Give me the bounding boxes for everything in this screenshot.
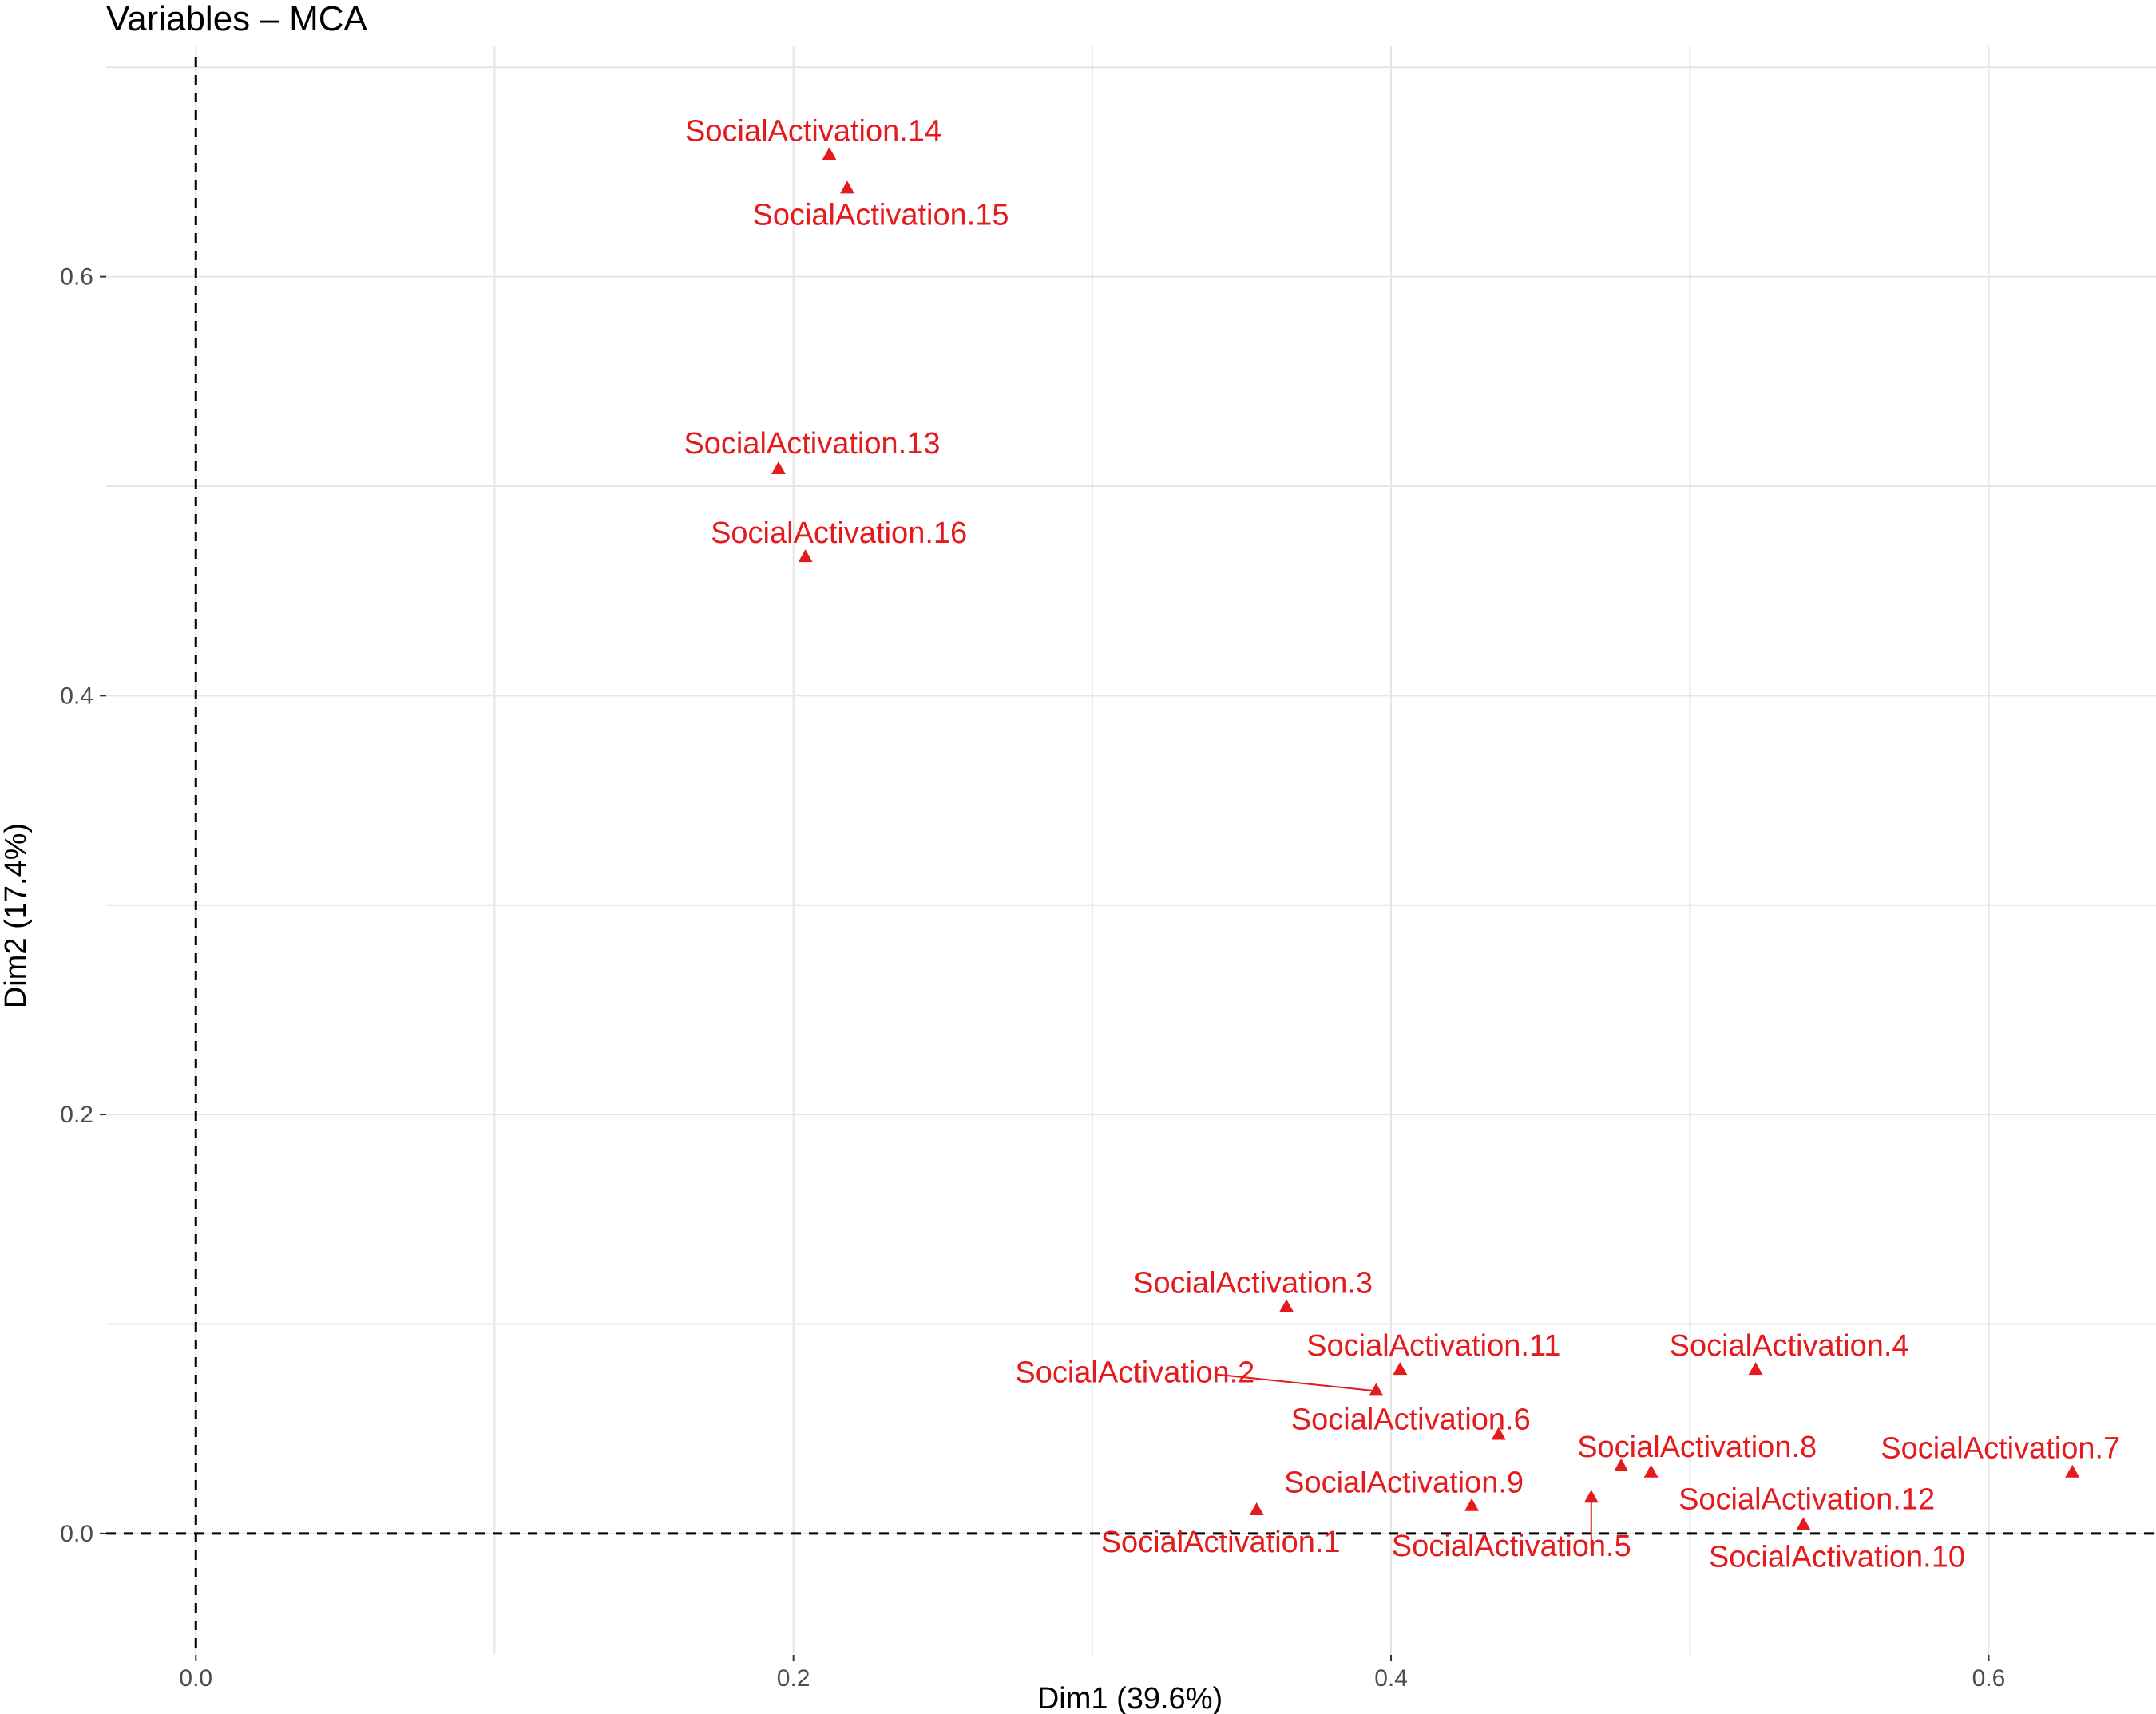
y-tick-label: 0.0 (60, 1521, 93, 1547)
point-label: SocialActivation.10 (1709, 1540, 1965, 1573)
data-point-marker (1643, 1464, 1659, 1478)
point-label: SocialActivation.1 (1101, 1526, 1341, 1559)
chart-title: Variables – MCA (106, 0, 368, 38)
point-label: SocialActivation.16 (711, 517, 967, 550)
data-point-marker (1748, 1362, 1763, 1376)
y-tick-label: 0.6 (60, 264, 93, 291)
point-label: SocialActivation.11 (1306, 1329, 1560, 1363)
data-point-marker (1279, 1299, 1294, 1312)
x-axis-title: Dim1 (39.6%) (1037, 1682, 1223, 1714)
y-tick-label: 0.4 (60, 683, 93, 709)
data-point-marker (840, 180, 855, 194)
point-label: SocialActivation.9 (1284, 1467, 1524, 1500)
point-label: SocialActivation.8 (1577, 1431, 1817, 1464)
x-tick-label: 0.2 (777, 1665, 810, 1692)
data-point-marker (1796, 1517, 1811, 1530)
point-label: SocialActivation.15 (752, 198, 1009, 232)
point-label: SocialActivation.6 (1291, 1403, 1531, 1437)
data-point-marker (822, 147, 837, 160)
label-leader-line (1215, 1373, 1377, 1392)
point-label: SocialActivation.2 (1015, 1356, 1254, 1389)
data-point-marker (2065, 1464, 2080, 1478)
point-label: SocialActivation.5 (1392, 1530, 1631, 1563)
data-point-marker (1369, 1383, 1384, 1396)
data-point-marker (1464, 1498, 1480, 1511)
data-point-marker (1614, 1458, 1629, 1471)
x-tick-label: 0.0 (179, 1665, 212, 1692)
data-point-marker (1393, 1362, 1408, 1376)
x-tick-label: 0.4 (1374, 1665, 1408, 1692)
axis-ticks: 0.0 0.2 0.4 0.6 0.0 0.2 0.4 0.6 (60, 264, 2005, 1692)
y-axis-title: Dim2 (17.4%) (0, 823, 33, 1008)
y-tick-label: 0.2 (60, 1102, 93, 1128)
data-point-marker (1249, 1502, 1264, 1515)
data-points: SocialActivation.14 SocialActivation.15 So… (684, 114, 2120, 1573)
point-label: SocialActivation.4 (1670, 1329, 1909, 1363)
x-tick-label: 0.6 (1972, 1665, 2006, 1692)
point-label: SocialActivation.13 (684, 427, 940, 461)
reference-lines (106, 57, 2156, 1655)
data-point-marker (1583, 1490, 1599, 1503)
point-label: SocialActivation.12 (1678, 1483, 1935, 1517)
data-point-marker (798, 549, 813, 563)
data-point-marker (1491, 1427, 1506, 1440)
point-label: SocialActivation.7 (1881, 1432, 2120, 1466)
point-label: SocialActivation.14 (685, 114, 941, 148)
grid-lines (106, 46, 2156, 1655)
point-label: SocialActivation.3 (1133, 1266, 1373, 1300)
data-point-marker (771, 461, 786, 474)
